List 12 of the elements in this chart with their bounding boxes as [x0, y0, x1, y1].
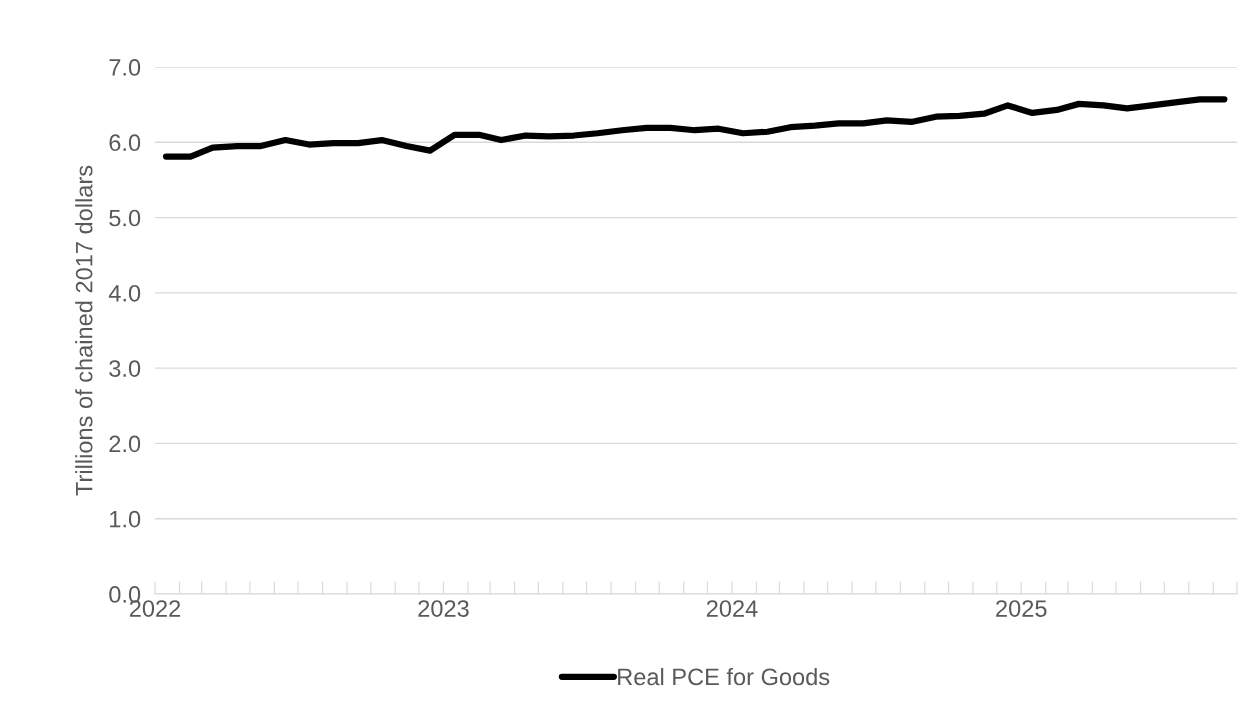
y-tick-label: 7.0: [109, 59, 141, 76]
x-tick-label: 2025: [996, 600, 1047, 617]
y-tick-label: 4.0: [108, 284, 141, 302]
y-tick-label: 5.0: [109, 209, 141, 227]
y-tick-label: 2.0: [109, 435, 141, 453]
y-tick-label: 6.0: [109, 134, 141, 152]
y-tick-label: 3.0: [109, 360, 141, 377]
y-axis-title: Trillions of chained 2017 dollars: [75, 165, 93, 496]
legend-label: Real PCE for Goods: [618, 667, 830, 686]
x-tick-label: 2023: [418, 600, 469, 617]
x-tick-label: 2024: [706, 600, 758, 617]
y-tick-label: 1.0: [110, 510, 141, 528]
